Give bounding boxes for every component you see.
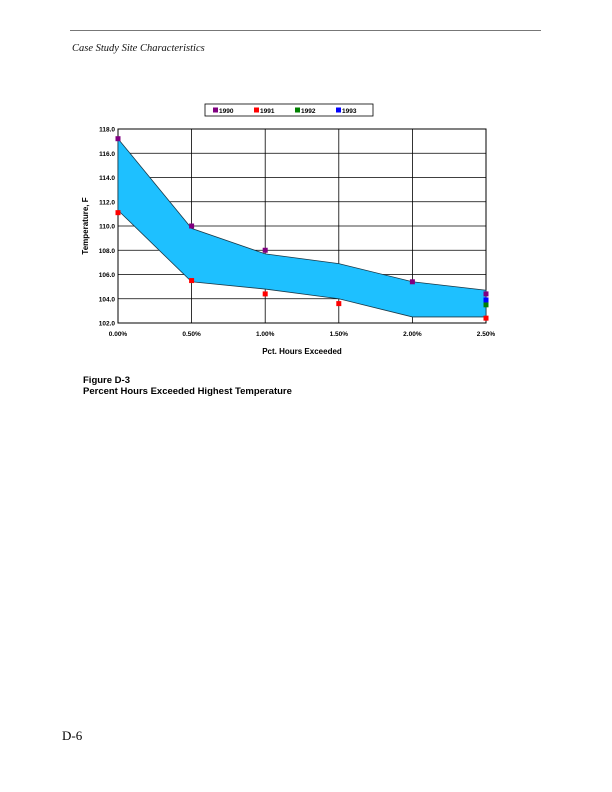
legend-label-1992: 1992	[301, 108, 316, 115]
legend-swatch-1992	[295, 107, 300, 113]
marker-1990	[189, 223, 195, 229]
legend-swatch-1993	[336, 107, 341, 113]
marker-1991	[483, 315, 489, 321]
x-tick-label: 2.50%	[477, 331, 496, 338]
legend-label-1990: 1990	[219, 108, 234, 115]
x-tick-label: 2.00%	[403, 331, 422, 338]
y-tick-label: 116.0	[99, 151, 115, 158]
marker-1993	[483, 297, 489, 303]
marker-1990	[409, 279, 415, 285]
y-tick-label: 118.0	[99, 127, 115, 134]
x-tick-label: 0.00%	[109, 331, 128, 338]
marker-1990	[483, 291, 489, 297]
y-tick-label: 114.0	[99, 175, 115, 182]
figure-title: Percent Hours Exceeded Highest Temperatu…	[83, 386, 292, 397]
y-tick-label: 104.0	[99, 296, 116, 303]
chart: 102.0 104.0 106.0 108.0 110.0 112.0 114.0 116.0…	[81, 103, 496, 356]
page-number: D-6	[62, 728, 83, 743]
marker-1991	[336, 301, 342, 307]
y-tick-label: 110.0	[99, 224, 115, 231]
marker-1991	[115, 210, 121, 216]
header-rule	[70, 30, 541, 31]
marker-1990	[115, 136, 121, 142]
marker-1992	[483, 302, 489, 308]
y-tick-label: 102.0	[99, 321, 116, 328]
legend-label-1993: 1993	[342, 108, 357, 115]
x-tick-label: 0.50%	[182, 331, 201, 338]
legend	[204, 103, 374, 117]
running-header: Case Study Site Characteristics	[72, 43, 205, 54]
y-axis-label: Temperature, F	[81, 197, 90, 254]
x-tick-label: 1.50%	[330, 331, 349, 338]
legend-label-1991: 1991	[260, 108, 275, 115]
y-tick-label: 112.0	[99, 199, 115, 206]
marker-1991	[262, 291, 268, 297]
x-tick-label: 1.00%	[256, 331, 275, 338]
y-tick-label: 108.0	[99, 248, 116, 255]
marker-1991	[189, 278, 195, 284]
marker-1990	[262, 247, 268, 253]
y-tick-label: 106.0	[99, 272, 116, 279]
legend-swatch-1991	[254, 107, 259, 113]
figure-number: Figure D-3	[83, 375, 130, 386]
x-axis-label: Pct. Hours Exceeded	[262, 347, 342, 356]
legend-swatch-1990	[213, 107, 218, 113]
